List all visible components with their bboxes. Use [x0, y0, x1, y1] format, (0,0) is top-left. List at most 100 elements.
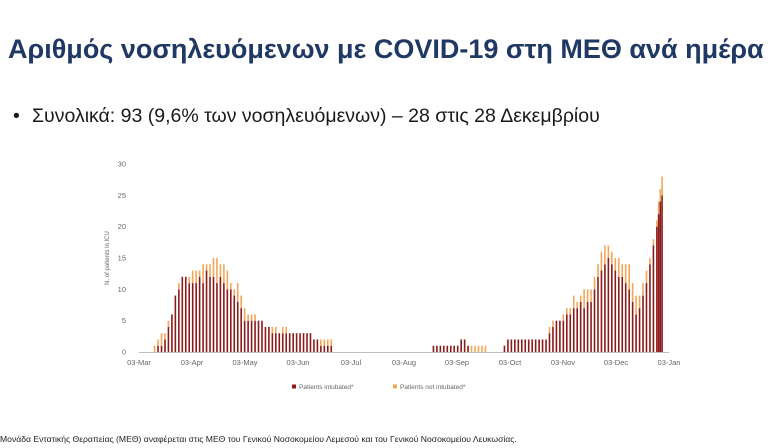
- bar-intubated: [621, 276, 624, 352]
- legend-swatch: [292, 384, 296, 389]
- x-axis: 03-Mar 03-Apr 03-May 03-Jun 03-Jul 03-Aug 03-S…: [127, 352, 681, 367]
- bar-not-intubated: [195, 270, 197, 284]
- bar-not-intubated: [164, 333, 166, 340]
- bar-intubated: [299, 333, 301, 352]
- bar-intubated: [320, 345, 322, 352]
- bar-not-intubated: [178, 283, 180, 290]
- bar-intubated: [205, 270, 208, 352]
- legend-label: Patients not intubated*: [400, 384, 466, 391]
- bar-intubated: [171, 314, 173, 352]
- bar-intubated: [160, 345, 163, 352]
- bar-intubated: [659, 201, 662, 352]
- bar-not-intubated: [656, 220, 658, 227]
- bar-intubated: [261, 320, 263, 352]
- bar-not-intubated: [157, 339, 159, 346]
- bar-not-intubated: [474, 345, 476, 352]
- bar-intubated: [264, 326, 267, 352]
- bar-intubated: [268, 326, 270, 352]
- bar-intubated: [195, 283, 197, 352]
- bar-intubated: [624, 283, 627, 352]
- bar-intubated: [517, 339, 520, 352]
- bar-not-intubated: [628, 264, 630, 290]
- bar-intubated: [527, 339, 530, 352]
- bar-intubated: [432, 345, 435, 352]
- bar-intubated: [503, 345, 506, 352]
- bar-intubated: [436, 345, 438, 352]
- bar-intubated: [520, 339, 523, 352]
- bar-not-intubated: [281, 326, 284, 334]
- bar-intubated: [226, 289, 229, 352]
- bar-intubated: [600, 270, 603, 352]
- bar-intubated: [559, 320, 561, 352]
- bar-intubated: [548, 333, 551, 352]
- bar-intubated: [330, 345, 333, 352]
- bar-intubated: [230, 289, 232, 352]
- y-axis: 0 5 10 15 20 25 30 N. of patients in ICU: [105, 160, 126, 357]
- bar-intubated: [219, 276, 222, 352]
- bar-not-intubated: [254, 314, 256, 321]
- bar-not-intubated: [624, 264, 627, 284]
- bar-intubated: [323, 345, 326, 352]
- bar-not-intubated: [326, 339, 329, 346]
- bar-not-intubated: [572, 295, 575, 309]
- bar-intubated: [178, 289, 180, 352]
- bar-intubated: [611, 264, 613, 352]
- y-tick-label: 0: [122, 348, 126, 357]
- bar-intubated: [617, 276, 620, 352]
- bar-not-intubated: [226, 270, 229, 290]
- summary-text: Συνολικά: 93 (9,6% των νοσηλευόμενων) – …: [32, 105, 600, 127]
- chart-legend: Patients intubated* Patients not intubate…: [292, 384, 466, 391]
- bar-intubated: [460, 339, 462, 352]
- bar-intubated: [250, 320, 253, 352]
- bar-intubated: [614, 270, 617, 352]
- x-tick-label: 03-May: [232, 358, 257, 367]
- bar-not-intubated: [590, 289, 592, 302]
- bar-not-intubated: [198, 270, 201, 277]
- bar-not-intubated: [320, 339, 322, 346]
- bar-not-intubated: [579, 295, 582, 302]
- bar-not-intubated: [659, 189, 662, 202]
- x-tick-label: 03-Sep: [445, 358, 469, 367]
- bar-not-intubated: [652, 239, 655, 246]
- bar-not-intubated: [635, 295, 637, 315]
- bar-intubated: [271, 333, 274, 352]
- bar-intubated: [302, 333, 305, 352]
- bar-intubated: [243, 320, 246, 352]
- bar-intubated: [443, 345, 445, 352]
- bar-intubated: [569, 314, 572, 352]
- bar-intubated: [456, 345, 459, 352]
- bar-intubated: [649, 264, 651, 352]
- summary-bullet: • Συνολικά: 93 (9,6% των νοσηλευόμενων) –…: [13, 103, 753, 129]
- bar-not-intubated: [330, 339, 333, 346]
- bar-not-intubated: [233, 289, 236, 296]
- bar-not-intubated: [617, 258, 620, 277]
- bar-intubated: [656, 226, 658, 352]
- bar-intubated: [628, 289, 630, 352]
- y-tick-label: 30: [118, 160, 126, 169]
- bar-not-intubated: [275, 326, 277, 334]
- bullet-dot-icon: •: [13, 105, 20, 127]
- bar-intubated: [198, 276, 201, 352]
- bar-intubated: [236, 301, 239, 352]
- bar-intubated: [309, 333, 312, 352]
- bar-not-intubated: [611, 251, 613, 265]
- bar-intubated: [202, 283, 204, 352]
- bar-not-intubated: [470, 345, 473, 352]
- bar-intubated: [254, 320, 256, 352]
- bar-intubated: [463, 339, 466, 352]
- bar-intubated: [174, 295, 177, 352]
- bar-intubated: [257, 320, 260, 352]
- x-tick-label: 03-Jan: [658, 358, 681, 367]
- bar-intubated: [233, 295, 236, 352]
- bar-not-intubated: [230, 283, 232, 290]
- bar-intubated: [306, 333, 308, 352]
- bar-intubated: [545, 339, 547, 352]
- bar-not-intubated: [285, 326, 288, 334]
- bar-intubated: [449, 345, 452, 352]
- bar-not-intubated: [191, 270, 194, 284]
- bar-not-intubated: [202, 264, 204, 284]
- bar-not-intubated: [481, 345, 483, 352]
- bar-not-intubated: [548, 326, 551, 334]
- bar-not-intubated: [209, 264, 211, 277]
- bar-intubated: [645, 283, 648, 352]
